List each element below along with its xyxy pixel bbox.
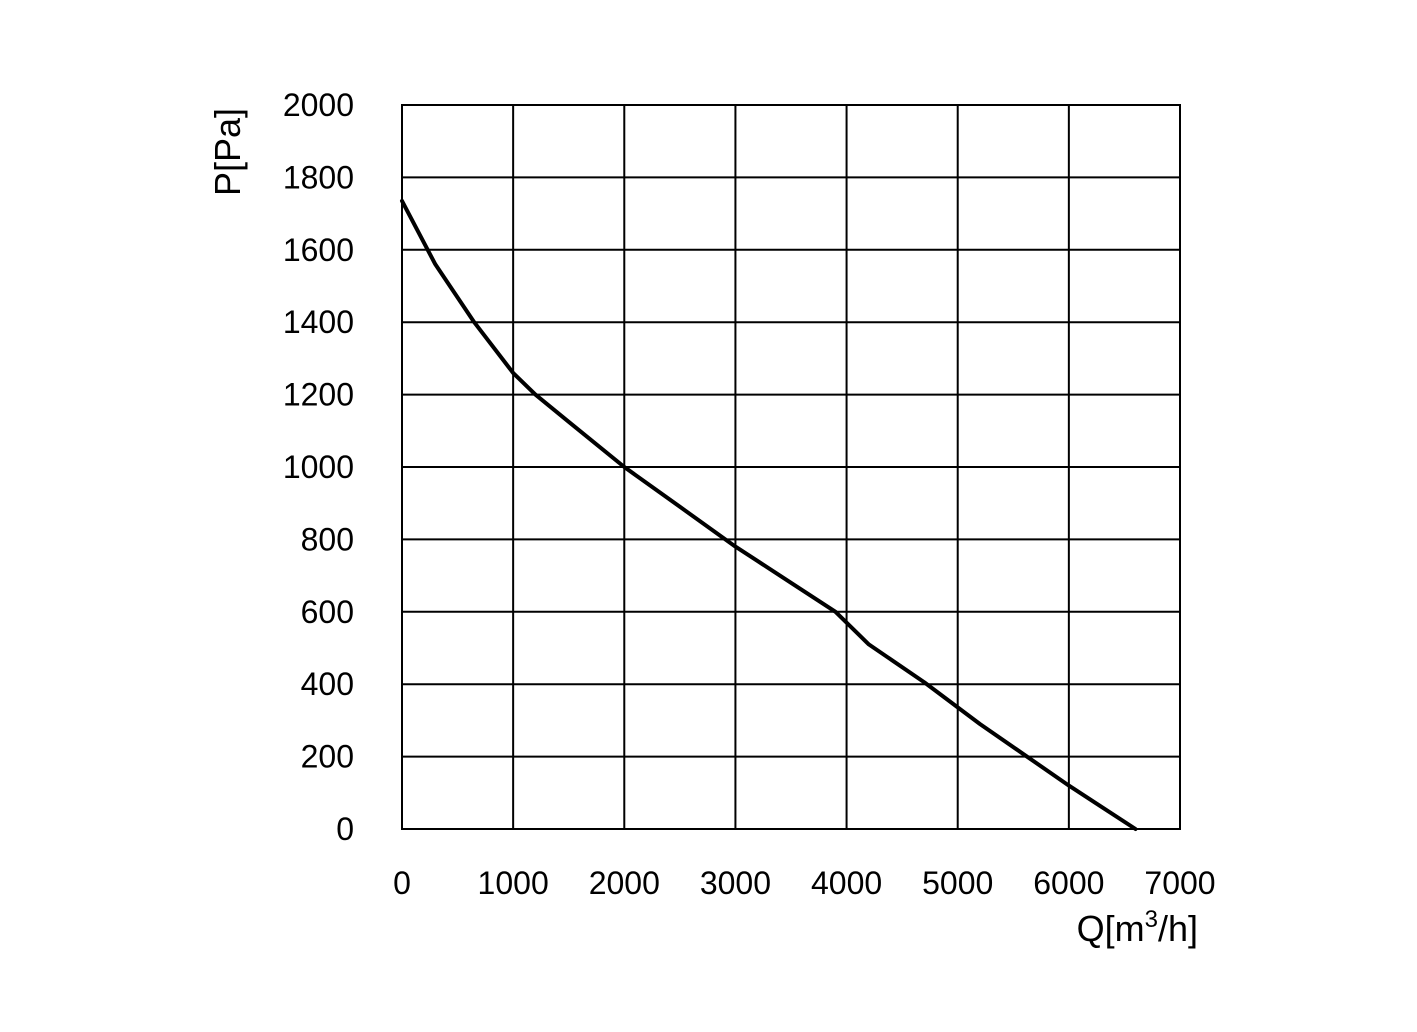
x-tick-label: 6000 <box>1033 865 1104 901</box>
y-tick-label: 800 <box>301 521 354 557</box>
y-tick-label: 0 <box>336 811 354 847</box>
x-tick-label: 1000 <box>478 865 549 901</box>
y-tick-label: 400 <box>301 666 354 702</box>
x-tick-label: 5000 <box>922 865 993 901</box>
pressure-curve-line <box>400 198 1138 831</box>
x-axis-title-base: Q[m <box>1077 908 1145 949</box>
y-tick-label: 200 <box>301 739 354 775</box>
x-axis-title-superscript: 3 <box>1145 906 1158 933</box>
y-axis-title: P[Pa] <box>207 108 248 196</box>
x-tick-label: 2000 <box>589 865 660 901</box>
x-axis-title: Q[m3/h] <box>1077 906 1198 949</box>
y-tick-label: 1000 <box>283 449 354 485</box>
y-tick-label: 1200 <box>283 377 354 413</box>
x-axis-title-tail: /h] <box>1158 908 1198 949</box>
gridlines <box>401 104 1181 830</box>
y-tick-label: 1400 <box>283 304 354 340</box>
y-tick-label: 600 <box>301 594 354 630</box>
x-tick-label: 3000 <box>700 865 771 901</box>
y-tick-label: 1600 <box>283 232 354 268</box>
x-tick-label: 4000 <box>811 865 882 901</box>
x-tick-labels: 0 1000 2000 3000 4000 5000 6000 7000 <box>393 865 1215 901</box>
y-tick-label: 2000 <box>283 87 354 123</box>
plot-frame <box>401 104 1181 830</box>
x-tick-label: 0 <box>393 865 411 901</box>
y-tick-labels: 0 200 400 600 800 1000 1200 1400 1600 1800 2000 <box>283 87 354 847</box>
y-tick-label: 1800 <box>283 159 354 195</box>
x-tick-label: 7000 <box>1144 865 1215 901</box>
